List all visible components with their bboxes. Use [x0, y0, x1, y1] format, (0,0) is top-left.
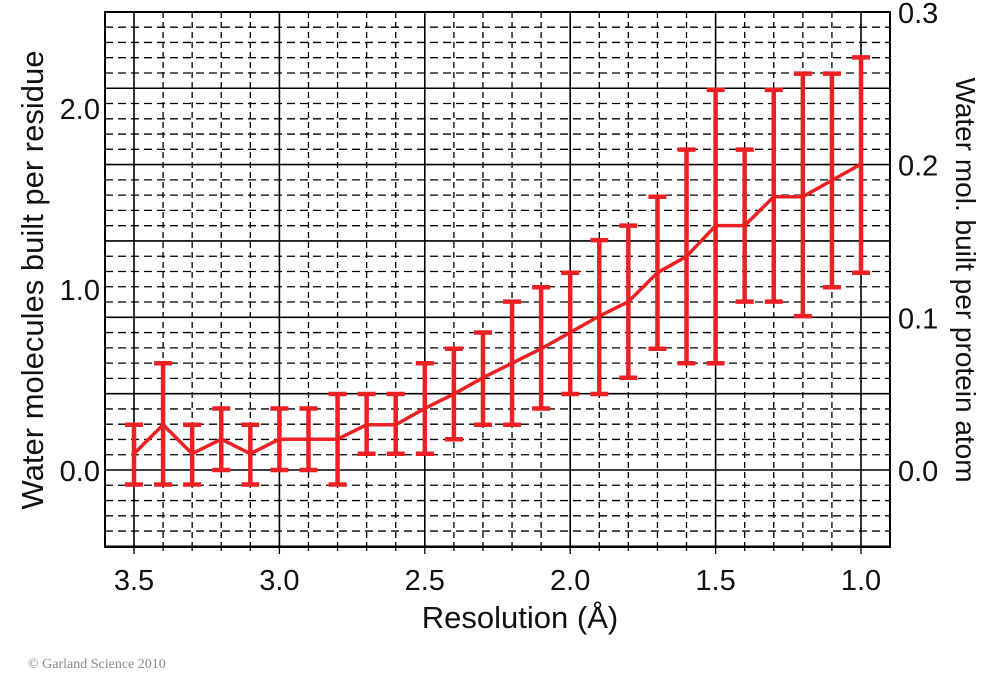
axis-ticks: 3.5 3.0 2.5 2.0 1.5 1.0 0.0 1.0 2.0 0.0 0.1 0.2 0.3 [60, 0, 939, 597]
x-tick-label: 3.0 [259, 565, 299, 597]
x-tick-label: 1.0 [841, 565, 881, 597]
y-tick-label-right: 0.1 [898, 303, 938, 335]
x-tick-label: 2.0 [550, 565, 590, 597]
data-series [125, 55, 870, 487]
y-tick-label-right: 0.0 [898, 456, 938, 488]
y-axis-label-left: Water molecules built per residue [15, 50, 50, 510]
y-tick-label-right: 0.3 [898, 0, 938, 30]
x-tick-label: 3.5 [114, 565, 154, 597]
copyright-notice: © Garland Science 2010 [28, 657, 166, 672]
x-tick-label: 2.5 [405, 565, 445, 597]
series-line [132, 162, 862, 456]
y-axis-label-right: Water mol. built per protein atom [950, 77, 981, 483]
x-axis-label: Resolution (Å) [421, 600, 619, 635]
x-tick-label: 1.5 [695, 565, 735, 597]
plot-frame [104, 11, 891, 548]
grid [104, 11, 891, 548]
y-tick-label-left: 0.0 [60, 456, 100, 488]
y-tick-label-left: 1.0 [60, 275, 100, 307]
y-tick-label-right: 0.2 [898, 151, 938, 183]
y-tick-label-left: 2.0 [60, 94, 100, 126]
